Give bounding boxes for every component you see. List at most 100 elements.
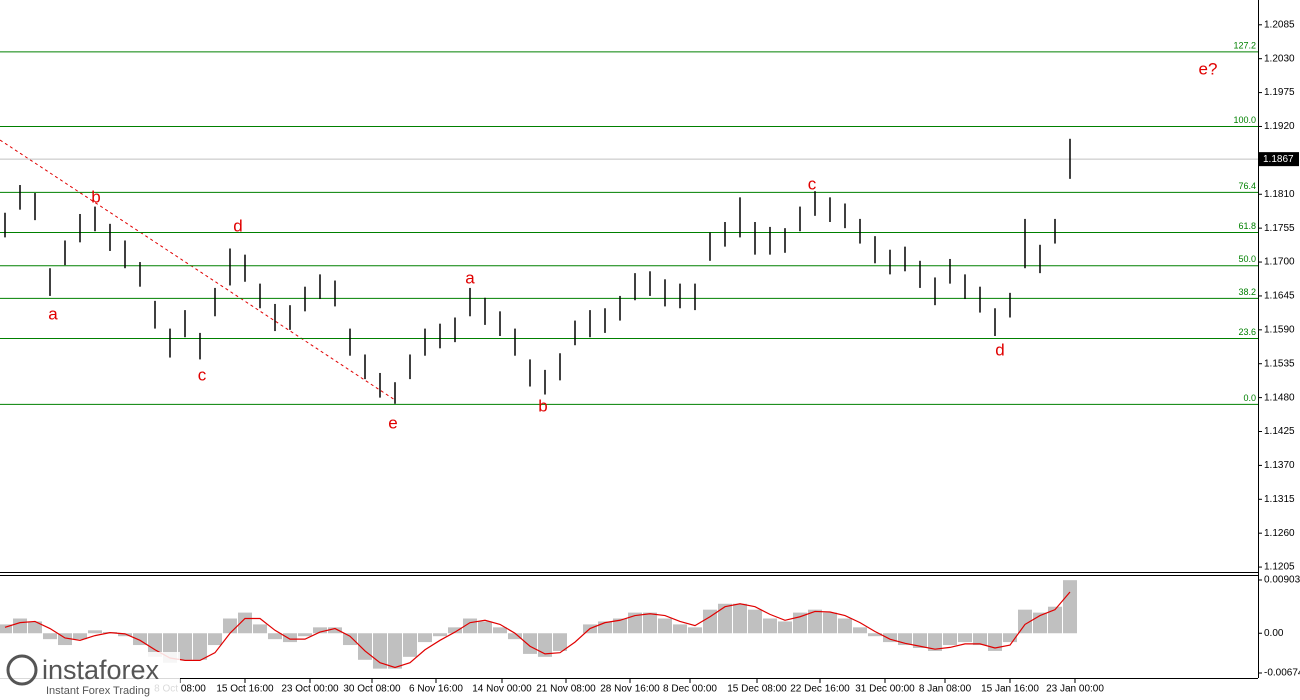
fib-label: 76.4 [1238,181,1256,191]
y-tick-label: 1.2085 [1264,19,1295,30]
histogram-bar [193,633,207,660]
histogram-bar [298,633,312,637]
histogram-bar [418,633,432,643]
histogram-bar [43,633,57,640]
wave-label: a [48,304,58,323]
histogram-bar [883,633,897,643]
current-price-label: 1.1867 [1263,154,1294,165]
y-tick-label: 1.1975 [1264,87,1295,98]
x-tick-label: 15 Oct 16:00 [216,684,274,695]
y-tick-label: 1.1260 [1264,528,1295,539]
histogram-bar [1018,609,1032,634]
x-tick-label: 15 Jan 16:00 [981,684,1039,695]
x-tick-label: 8 Oct 08:00 [154,684,206,695]
histogram-bar [733,603,747,634]
y-tick-label: 1.1590 [1264,324,1295,335]
histogram-bar [703,609,717,634]
x-tick-label: 14 Nov 00:00 [472,684,532,695]
histogram-bar [628,612,642,634]
y-tick-label: 1.1205 [1264,562,1295,573]
x-tick-label: 21 Nov 08:00 [536,684,596,695]
histogram-bar [523,633,537,654]
x-tick-label: 22 Dec 16:00 [790,684,850,695]
histogram-bar [283,633,297,643]
y-tick-label: 1.1315 [1264,494,1295,505]
histogram-bar [838,618,852,634]
logo-tagline: Instant Forex Trading [46,685,150,697]
y-tick-label: 1.1535 [1264,358,1295,369]
trend-line [0,139,396,401]
histogram-bar [913,633,927,648]
wave-label: d [995,340,1004,359]
histogram-bar [643,612,657,634]
fib-label: 127.2 [1233,40,1256,50]
wave-label: c [198,365,207,384]
histogram-bar [748,609,762,634]
histogram-bar [208,633,222,646]
x-tick-label: 30 Oct 08:00 [343,684,401,695]
histogram-bar [328,627,342,634]
histogram-bar [268,633,282,640]
y-tick-label: 0.00903 [1264,575,1300,586]
histogram-bar [943,633,957,646]
y-tick-label: 1.1645 [1264,291,1295,302]
histogram-bar [223,618,237,634]
histogram-bar [493,627,507,634]
histogram-bar [28,621,42,634]
fib-label: 23.6 [1238,327,1256,337]
histogram-bar [763,618,777,634]
fib-label: 61.8 [1238,221,1256,231]
y-tick-label: 1.1370 [1264,460,1295,471]
histogram-bar [478,621,492,634]
histogram-bar [1063,580,1077,634]
histogram-bar [688,627,702,634]
fib-label: 0.0 [1243,393,1256,403]
x-tick-label: 15 Dec 08:00 [727,684,787,695]
x-tick-label: 8 Dec 00:00 [663,684,717,695]
histogram-bar [613,618,627,634]
y-tick-label: 1.2030 [1264,53,1295,64]
histogram-bar [973,633,987,646]
logo-icon [6,654,38,686]
histogram-bar [13,618,27,634]
histogram-bar [658,618,672,634]
y-tick-label: 1.1810 [1264,189,1295,200]
wave-label: e [388,413,397,432]
x-tick-label: 23 Oct 00:00 [281,684,339,695]
histogram-bar [538,633,552,657]
fib-label: 38.2 [1238,287,1256,297]
histogram-bar [178,633,192,660]
histogram-bar [898,633,912,646]
wave-label: b [538,396,547,415]
histogram-bar [403,633,417,657]
current-price-box [1259,152,1299,167]
y-tick-label: 1.1700 [1264,257,1295,268]
wave-label: a [465,268,475,287]
wave-label: d [233,216,242,235]
histogram-bar [118,633,132,637]
histogram-bar [58,633,72,646]
histogram-bar [0,624,12,634]
histogram-bar [793,612,807,634]
x-tick-label: 23 Jan 00:00 [1046,684,1104,695]
x-tick-label: 31 Dec 00:00 [855,684,915,695]
histogram-bar [958,633,972,643]
histogram-bar [718,603,732,634]
fib-label: 50.0 [1238,254,1256,264]
fib-label: 100.0 [1233,115,1256,125]
histogram-bar [508,633,522,640]
wave-label: c [808,174,817,193]
signal-line [4,591,1071,669]
histogram-bar [853,627,867,634]
histogram-bar [253,624,267,634]
histogram-bar [553,633,567,651]
wave-label: e? [1199,59,1218,78]
x-tick-label: 8 Jan 08:00 [919,684,972,695]
histogram-bar [1048,606,1062,634]
histogram-bar [388,633,402,669]
histogram-bar [868,633,882,637]
logo: instaforex Instant Forex Trading [0,652,180,698]
y-tick-label: 1.1920 [1264,121,1295,132]
x-tick-label: 28 Nov 16:00 [600,684,660,695]
